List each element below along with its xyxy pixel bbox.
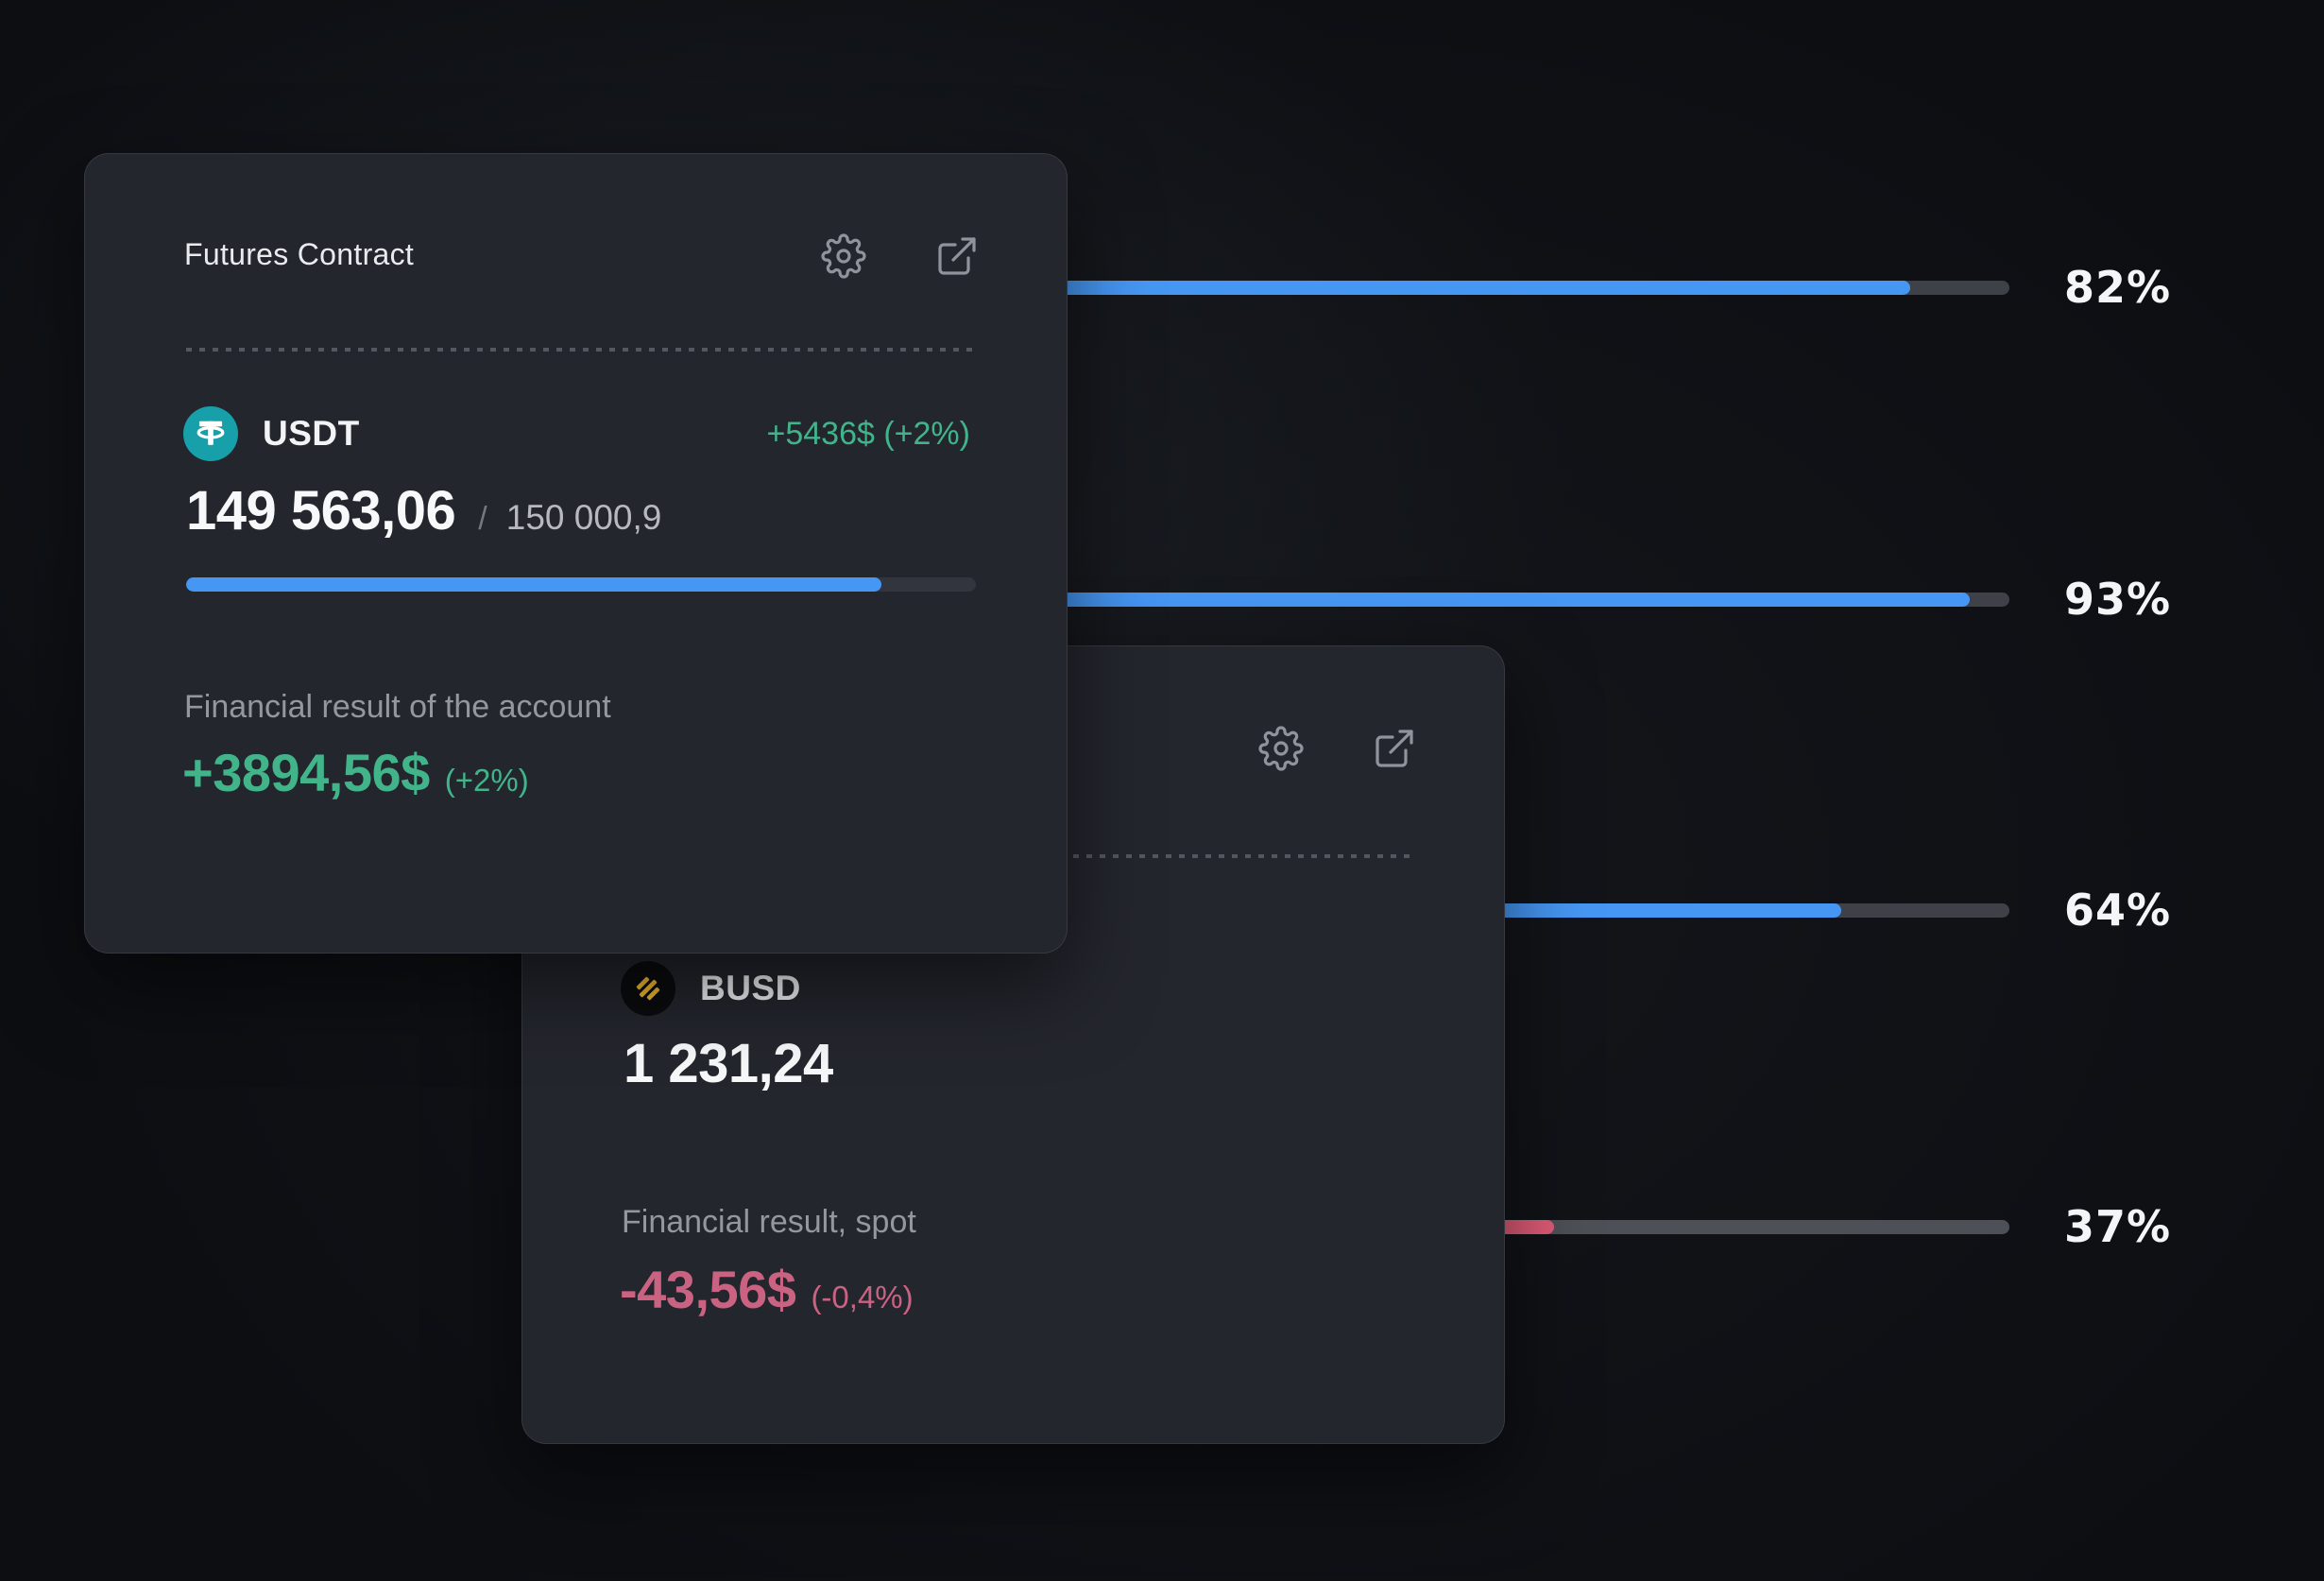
result-label: Financial result, spot: [622, 1204, 916, 1240]
asset-row: USDT +5436$ (+2%): [183, 406, 970, 461]
open-external-button[interactable]: [1372, 726, 1417, 771]
balance-value: 1 231,24: [624, 1033, 833, 1094]
result-row: -43,56$ (-0,4%): [620, 1259, 914, 1320]
gear-icon: [1258, 726, 1304, 771]
tether-icon: [183, 406, 238, 461]
settings-button[interactable]: [821, 233, 866, 279]
progress-percent-label: 64%: [2064, 885, 2172, 936]
balance-total: 150 000,9: [505, 498, 662, 537]
dashed-divider: [186, 348, 972, 352]
progress-fill: [1020, 592, 1971, 607]
busd-icon: [621, 961, 675, 1016]
external-link-icon: [938, 237, 976, 275]
asset-delta: +5436$ (+2%): [766, 415, 971, 452]
asset-row: BUSD: [621, 961, 1408, 1016]
balance-row: 149 563,06 / 150 000,9: [186, 479, 661, 542]
progress-percent-label: 93%: [2064, 574, 2172, 625]
gear-icon: [821, 233, 866, 279]
progress-row-1: 82%: [1020, 262, 2230, 313]
account-progress-fill: [186, 577, 881, 592]
settings-button[interactable]: [1258, 726, 1304, 771]
futures-contract-card: Futures Contract USDT +5436$ (+2%) 149 5…: [84, 153, 1068, 954]
result-change: (+2%): [444, 763, 529, 798]
external-link-icon: [1376, 730, 1413, 767]
result-value: -43,56$: [620, 1260, 796, 1319]
balance-row: 1 231,24: [624, 1032, 833, 1095]
card-title: Futures Contract: [184, 237, 415, 271]
result-change: (-0,4%): [811, 1280, 914, 1315]
account-progress-track: [186, 577, 976, 592]
progress-percent-label: 37%: [2064, 1201, 2172, 1252]
asset-symbol: BUSD: [700, 969, 801, 1007]
progress-track: [1020, 592, 2009, 607]
balance-separator: /: [478, 501, 487, 537]
result-value: +3894,56$: [182, 743, 430, 802]
progress-fill: [1020, 280, 1911, 295]
result-row: +3894,56$ (+2%): [182, 742, 529, 803]
asset-symbol: USDT: [263, 414, 360, 453]
progress-row-2: 93%: [1020, 574, 2230, 625]
result-label: Financial result of the account: [184, 689, 611, 725]
progress-percent-label: 82%: [2064, 262, 2172, 313]
open-external-button[interactable]: [934, 233, 980, 279]
progress-track: [1020, 280, 2009, 295]
balance-value: 149 563,06: [186, 480, 456, 541]
